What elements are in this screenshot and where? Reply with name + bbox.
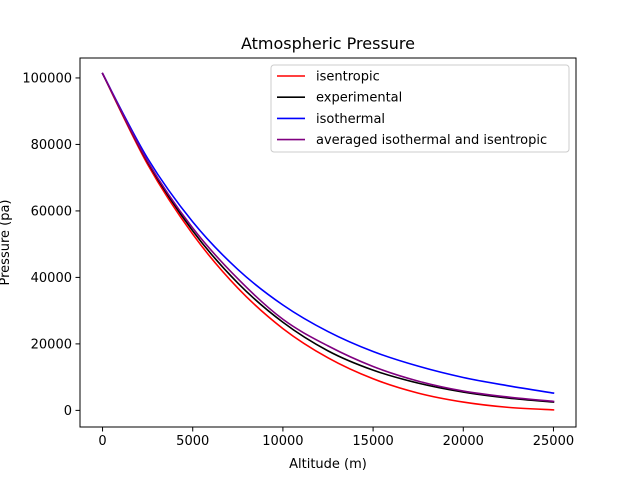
x-tick-label: 20000	[443, 434, 484, 449]
series-line-0	[101, 72, 555, 411]
y-tick-label: 20000	[31, 337, 72, 352]
plot-frame	[79, 57, 577, 428]
y-tick-label: 40000	[31, 271, 72, 286]
series-line-1	[101, 72, 555, 403]
legend-label-1: experimental	[316, 91, 402, 106]
legend-label-2: isothermal	[316, 112, 385, 127]
x-tick-label: 0	[98, 434, 106, 449]
y-axis-label: Pressure (pa)	[0, 199, 13, 285]
y-tick-label: 100000	[22, 71, 72, 86]
legend: isentropic experimental isothermal averaged…	[270, 64, 570, 153]
legend-frame	[270, 64, 570, 153]
x-tick-label: 10000	[262, 434, 303, 449]
x-tick-label: 25000	[533, 434, 574, 449]
x-tick-label: 5000	[176, 434, 209, 449]
legend-label-0: isentropic	[316, 70, 380, 85]
y-axis-ticks: 0 20000 40000 60000 80000 100000	[22, 71, 80, 419]
legend-label-3: averaged isothermal and isentropic	[316, 133, 547, 148]
y-tick-label: 0	[64, 404, 72, 419]
x-tick-label: 15000	[352, 434, 393, 449]
chart-title: Atmospheric Pressure	[241, 34, 415, 53]
y-tick-label: 60000	[31, 204, 72, 219]
series-line-2	[101, 72, 555, 395]
y-tick-label: 80000	[31, 138, 72, 153]
x-axis-ticks: 0 5000 10000 15000 20000 25000	[98, 427, 574, 449]
x-axis-label: Altitude (m)	[289, 457, 367, 472]
series-layer	[101, 72, 555, 411]
series-line-3	[101, 72, 555, 403]
